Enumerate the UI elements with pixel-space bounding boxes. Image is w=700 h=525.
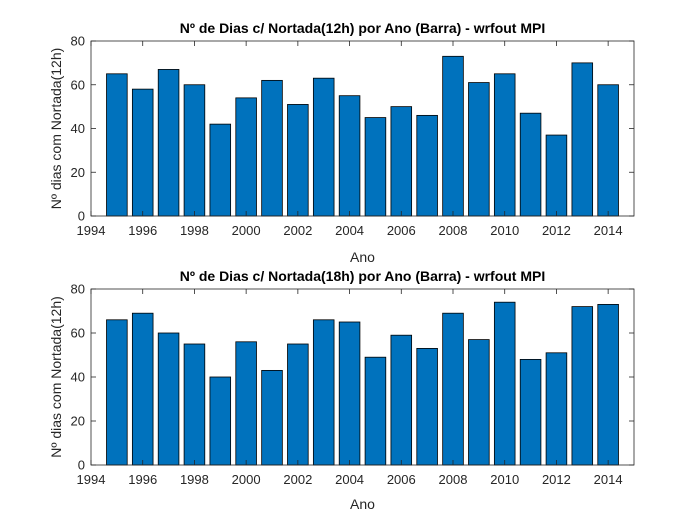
top-bar-2007 — [416, 114, 438, 217]
bottom-bar-1999 — [209, 376, 232, 466]
top-xtick-label: 1998 — [180, 223, 209, 238]
bottom-bar-2003 — [312, 319, 335, 466]
top-y-axis-label: Nº dias com Nortada(12h) — [48, 48, 64, 210]
subplot-top: 1994 1996 1998 2000 2002 2004 2006 2008 2010 2012… — [48, 20, 635, 265]
top-xtick-label: 2008 — [439, 223, 468, 238]
bottom-ytick-label: 20 — [71, 414, 85, 429]
bottom-bar-2012 — [545, 352, 568, 466]
bottom-bar-1995 — [106, 319, 128, 466]
top-ytick-label: 20 — [71, 165, 85, 180]
bottom-bar-2014 — [597, 303, 619, 466]
bottom-bar-1998 — [183, 343, 206, 466]
top-bar-1998 — [183, 84, 206, 217]
bottom-ytick-label: 80 — [71, 282, 85, 297]
bottom-xtick-label: 2008 — [439, 472, 468, 487]
bottom-bar-2006 — [390, 334, 413, 466]
bottom-xtick-label: 2004 — [335, 472, 364, 487]
bottom-bar-2009 — [468, 339, 490, 466]
top-bar-2014 — [597, 84, 619, 217]
top-ytick-label: 0 — [78, 209, 85, 224]
top-bar-2004 — [338, 95, 361, 217]
bottom-ytick-label: 0 — [78, 458, 85, 473]
bottom-bar-2000 — [235, 341, 257, 466]
bottom-bar-2010 — [493, 301, 516, 466]
top-bar-1995 — [106, 73, 128, 217]
bottom-bar-2013 — [571, 306, 594, 466]
bottom-xtick-label: 2014 — [594, 472, 623, 487]
bottom-y-axis-label: Nº dias com Nortada(12h) — [48, 296, 64, 458]
top-bar-1999 — [209, 123, 232, 217]
top-x-axis-label: Ano — [350, 249, 375, 265]
top-bar-1997 — [157, 69, 180, 217]
bottom-xtick-label: 2002 — [283, 472, 312, 487]
bottom-chart-title: Nº de Dias c/ Nortada(18h) por Ano (Barr… — [180, 268, 546, 284]
bottom-bar-1997 — [157, 332, 180, 466]
top-bar-2005 — [364, 117, 387, 217]
top-bar-2001 — [261, 79, 283, 217]
top-bar-2011 — [519, 112, 542, 217]
bottom-x-axis-label: Ano — [350, 496, 375, 512]
bottom-ytick-label: 40 — [71, 370, 85, 385]
bottom-xtick-label: 1996 — [128, 472, 157, 487]
bottom-bar-1996 — [131, 312, 154, 466]
bottom-xtick-label: 2010 — [490, 472, 519, 487]
top-bar-2008 — [442, 55, 464, 217]
bottom-xtick-label: 1998 — [180, 472, 209, 487]
bottom-bar-2002 — [287, 343, 309, 466]
top-xtick-label: 2010 — [490, 223, 519, 238]
top-bar-2009 — [468, 82, 490, 217]
top-xtick-label: 2002 — [283, 223, 312, 238]
bottom-xtick-label: 2000 — [232, 472, 261, 487]
top-xtick-label: 2000 — [232, 223, 261, 238]
subplot-bottom: 1994 1996 1998 2000 2002 2004 2006 2008 2010 2012… — [48, 268, 635, 512]
top-chart-title: Nº de Dias c/ Nortada(12h) por Ano (Barr… — [180, 20, 546, 36]
top-bar-2012 — [545, 134, 568, 217]
top-bar-1996 — [131, 88, 154, 217]
top-ytick-label: 80 — [71, 34, 85, 49]
bottom-bar-2005 — [364, 356, 387, 466]
bottom-bar-2004 — [338, 321, 361, 466]
top-bar-2006 — [390, 106, 413, 217]
top-xtick-label: 1996 — [128, 223, 157, 238]
top-ytick-label: 40 — [71, 121, 85, 136]
top-xtick-label: 2014 — [594, 223, 623, 238]
bottom-bar-2007 — [416, 347, 438, 466]
top-bar-2010 — [493, 73, 516, 217]
top-bar-2013 — [571, 62, 594, 217]
top-bar-2002 — [287, 104, 309, 217]
bottom-bar-2001 — [261, 369, 283, 466]
bottom-ytick-label: 60 — [71, 326, 85, 341]
bottom-bar-2011 — [519, 358, 542, 466]
top-bar-2003 — [312, 77, 335, 217]
top-ytick-label: 60 — [71, 77, 85, 92]
bottom-xtick-label: 1994 — [77, 472, 106, 487]
top-xtick-label: 1994 — [77, 223, 106, 238]
top-xtick-label: 2004 — [335, 223, 364, 238]
bottom-bar-2008 — [442, 312, 464, 466]
bottom-xtick-label: 2012 — [542, 472, 571, 487]
top-bar-2000 — [235, 97, 257, 217]
bottom-xtick-label: 2006 — [387, 472, 416, 487]
top-xtick-label: 2012 — [542, 223, 571, 238]
top-xtick-label: 2006 — [387, 223, 416, 238]
